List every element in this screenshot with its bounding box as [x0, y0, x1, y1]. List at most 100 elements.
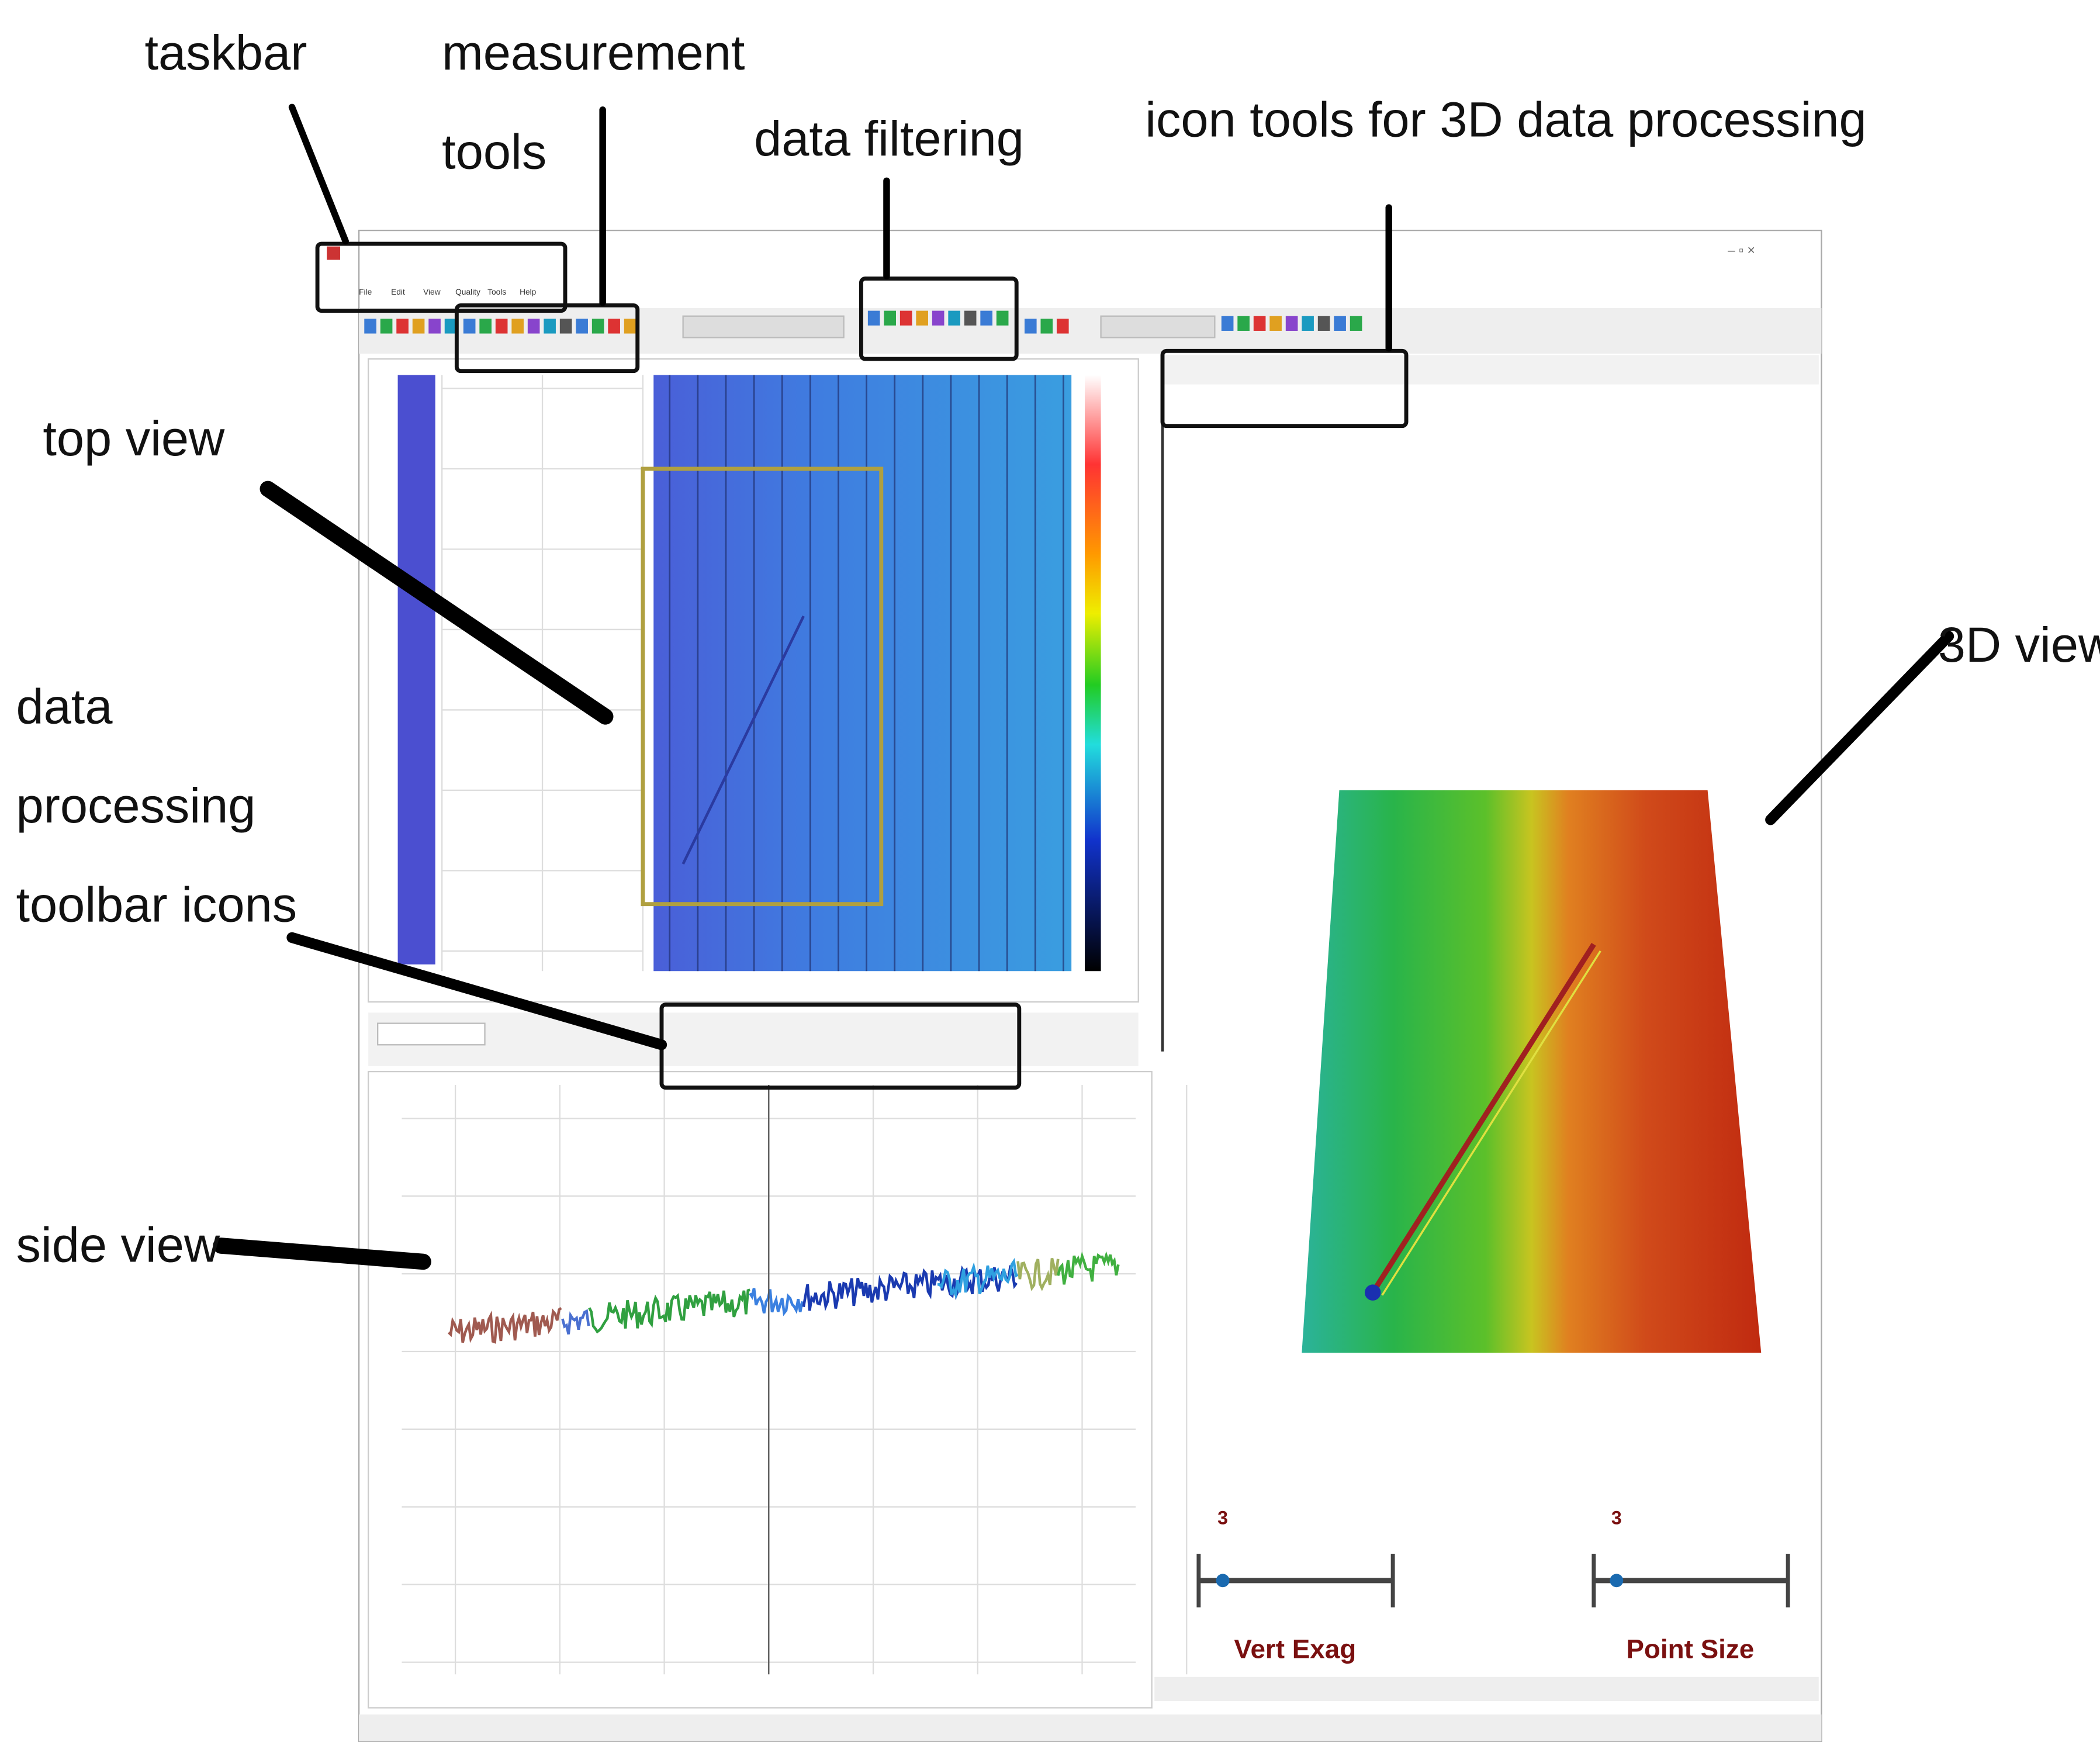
tool-icon[interactable]: [463, 319, 476, 334]
highlight-box: [454, 303, 640, 374]
tool-icon[interactable]: [1253, 316, 1266, 331]
heatmap: [653, 375, 1072, 972]
tool-icon[interactable]: [1269, 316, 1282, 331]
tool-icon[interactable]: [364, 319, 376, 334]
profile-band: [448, 1306, 562, 1344]
annotation: taskbar: [144, 25, 307, 80]
tool-icon[interactable]: [624, 319, 636, 334]
tool-icon[interactable]: [1056, 319, 1069, 334]
slider[interactable]: [1196, 1554, 1395, 1608]
tool-icon[interactable]: [948, 310, 960, 326]
dropdown[interactable]: [1100, 315, 1216, 338]
tool-icon[interactable]: [527, 319, 540, 334]
tool-icon[interactable]: [996, 310, 1009, 326]
slider-label: Vert Exag: [1234, 1634, 1356, 1664]
status-bar: [359, 1714, 1822, 1741]
tool-icon[interactable]: [544, 319, 556, 334]
tool-icon[interactable]: [916, 310, 928, 326]
menu-item[interactable]: Help: [520, 288, 537, 296]
side-view-panel: [368, 1070, 1153, 1709]
highlight-box: [859, 276, 1019, 361]
selection-box: [641, 466, 884, 907]
tool-icon[interactable]: [884, 310, 896, 326]
pointer: [260, 481, 614, 725]
menu-item[interactable]: Quality: [455, 288, 480, 296]
pointer: [286, 932, 667, 1050]
tool-icon[interactable]: [412, 319, 425, 334]
annotation: data filtering: [754, 110, 1024, 166]
tool-icon[interactable]: [1302, 316, 1314, 331]
tool-icon[interactable]: [1350, 316, 1362, 331]
annotation: 3D view: [1938, 617, 2100, 672]
window-controls: – ▫ ×: [1728, 242, 1755, 257]
menu-item[interactable]: View: [423, 288, 441, 296]
dropdown[interactable]: [682, 315, 845, 338]
menu-bar: File Edit View Quality Tools Help: [359, 288, 537, 296]
annotation: tools: [442, 124, 546, 179]
side-profile: [448, 1251, 1120, 1344]
tool-icon[interactable]: [867, 310, 880, 326]
annotation: measurement: [442, 25, 745, 80]
tool-icon[interactable]: [495, 319, 508, 334]
tool-icon[interactable]: [444, 319, 457, 334]
slider-value: 3: [1611, 1508, 1622, 1529]
3d-toolbar: [1162, 355, 1819, 385]
profile-band: [749, 1288, 804, 1316]
tool-icon[interactable]: [932, 310, 945, 326]
menu-item[interactable]: File: [359, 288, 372, 296]
tool-icon[interactable]: [479, 319, 492, 334]
tool-icon[interactable]: [511, 319, 524, 334]
annotation: side view: [16, 1216, 220, 1272]
tool-icon[interactable]: [396, 319, 409, 334]
slider[interactable]: [1592, 1554, 1790, 1608]
slider-part: [1610, 1574, 1624, 1588]
annotation: processing: [16, 777, 255, 833]
profile-band: [1057, 1251, 1120, 1285]
slider-part: [1216, 1574, 1230, 1588]
tool-icon[interactable]: [964, 310, 977, 326]
heatmap-strip: [397, 375, 435, 965]
menu-item[interactable]: Edit: [391, 288, 405, 296]
tool-icon[interactable]: [980, 310, 992, 326]
tool-icon[interactable]: [1221, 316, 1234, 331]
profile-band: [588, 1288, 750, 1334]
tool-icon[interactable]: [608, 319, 620, 334]
dropdown[interactable]: [377, 1022, 486, 1046]
tool-icon[interactable]: [1237, 316, 1250, 331]
profile-band: [561, 1309, 590, 1335]
pointer: [213, 1238, 431, 1270]
annotation: toolbar icons: [16, 876, 297, 932]
slider-value: 3: [1217, 1508, 1228, 1529]
tool-icon[interactable]: [1334, 316, 1346, 331]
pointer: [288, 103, 349, 245]
trench-line: [681, 616, 805, 865]
tool-icon[interactable]: [1040, 319, 1053, 334]
processing-toolbar: [368, 1012, 1139, 1066]
tool-icon[interactable]: [1024, 319, 1037, 334]
3d-surface: [1302, 790, 1762, 1353]
tool-icon[interactable]: [1285, 316, 1298, 331]
heatmap-lines: [669, 375, 1064, 972]
menu-item[interactable]: Tools: [487, 288, 506, 296]
profile-band: [802, 1265, 1018, 1312]
app-icon: [327, 246, 341, 260]
highlight-box: [1160, 348, 1409, 428]
tool-icon[interactable]: [428, 319, 441, 334]
tool-icon[interactable]: [576, 319, 588, 334]
annotation: icon tools for 3D data processing: [1145, 92, 1867, 147]
3d-marker: [1364, 1284, 1381, 1301]
annotation: top view: [43, 410, 225, 466]
3d-trench: [1370, 942, 1596, 1294]
tool-icon[interactable]: [591, 319, 604, 334]
tool-icon[interactable]: [380, 319, 393, 334]
tool-icon[interactable]: [899, 310, 912, 326]
colorbar: [1085, 375, 1101, 972]
slider-label: Point Size: [1626, 1634, 1754, 1664]
profile-band: [937, 1257, 1019, 1300]
tool-icon[interactable]: [559, 319, 572, 334]
profile-band: [1016, 1257, 1060, 1291]
tool-icon[interactable]: [1317, 316, 1330, 331]
